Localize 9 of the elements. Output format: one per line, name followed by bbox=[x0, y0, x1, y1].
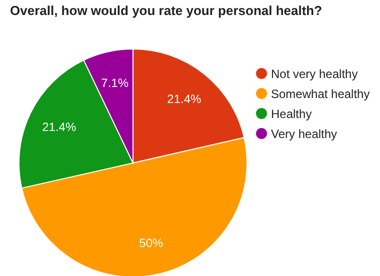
data-label: 21.4% bbox=[167, 92, 202, 106]
data-label: 7.1% bbox=[101, 76, 129, 90]
legend-label: Somewhat healthy bbox=[271, 87, 370, 101]
chart-title: Overall, how would you rate your personal health? bbox=[10, 3, 322, 18]
legend-label: Not very healthy bbox=[271, 67, 358, 81]
legend-label: Healthy bbox=[271, 107, 312, 121]
legend-label: Very healthy bbox=[271, 127, 338, 141]
data-label: 21.4% bbox=[42, 120, 76, 134]
data-label: 50% bbox=[139, 236, 164, 250]
